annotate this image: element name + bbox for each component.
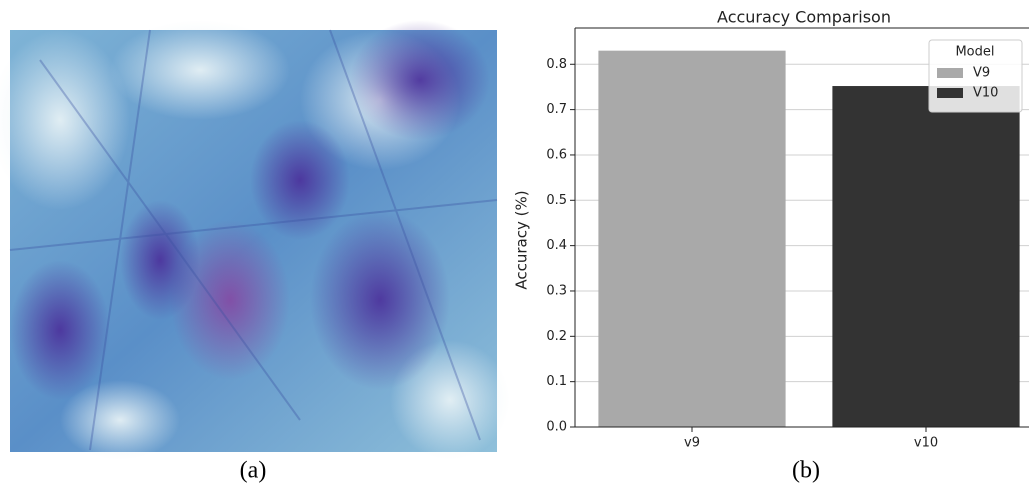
legend-swatch — [937, 68, 963, 78]
chart-title: Accuracy Comparison — [717, 8, 891, 27]
y-tick-label: 0.5 — [546, 193, 567, 208]
y-tick-label: 0.3 — [546, 283, 567, 298]
x-tick-label: v9 — [684, 436, 700, 451]
legend-title: Model — [955, 45, 994, 60]
y-tick-label: 0.7 — [546, 102, 567, 117]
caption: (a) — [240, 458, 267, 484]
bar — [598, 50, 786, 427]
y-axis-label: Accuracy (%) — [513, 190, 531, 289]
y-tick-label: 0.0 — [546, 420, 567, 435]
y-tick-label: 0.6 — [546, 147, 567, 162]
legend-swatch — [937, 88, 963, 98]
y-tick-label: 0.2 — [546, 329, 567, 344]
legend-label: V9 — [973, 66, 990, 81]
x-tick-label: v10 — [914, 436, 938, 451]
bar — [832, 86, 1020, 427]
y-tick-label: 0.8 — [546, 57, 567, 72]
y-tick-label: 0.4 — [546, 238, 567, 253]
caption: (b) — [792, 458, 820, 484]
micrograph — [0, 20, 510, 460]
y-tick-label: 0.1 — [546, 374, 567, 389]
legend-label: V10 — [973, 86, 998, 101]
